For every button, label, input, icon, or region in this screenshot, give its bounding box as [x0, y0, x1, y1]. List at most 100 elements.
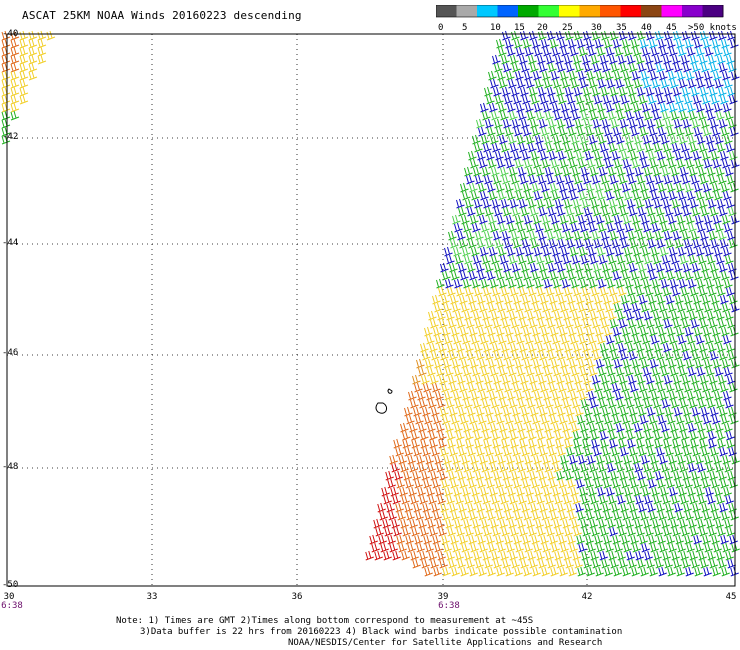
wind-barb	[619, 30, 628, 41]
wind-barb	[711, 238, 720, 249]
wind-barb	[713, 542, 722, 553]
wind-barb	[719, 62, 728, 73]
wind-barb	[595, 270, 604, 281]
wind-barb	[533, 158, 542, 169]
wind-barb	[453, 390, 462, 401]
wind-barb	[465, 438, 474, 449]
wind-barb	[685, 566, 694, 577]
wind-barb	[640, 270, 649, 281]
wind-barb	[425, 542, 434, 553]
wind-barb	[607, 366, 616, 377]
wind-barb	[657, 294, 666, 305]
wind-barb	[647, 446, 656, 457]
wind-barb	[628, 174, 637, 185]
wind-barb	[618, 342, 627, 353]
wind-barb	[610, 30, 619, 41]
wind-barb	[694, 510, 703, 521]
wind-barb	[465, 198, 474, 209]
wind-barb	[1, 46, 11, 57]
wind-barb	[510, 286, 519, 297]
wind-barb	[709, 558, 718, 569]
wind-barb	[541, 326, 550, 337]
wind-barb	[626, 254, 635, 265]
wind-barb	[475, 318, 484, 329]
lat-label: -42	[2, 132, 19, 142]
wind-barb	[462, 486, 471, 497]
wind-barb	[708, 438, 717, 449]
wind-barb	[670, 462, 679, 473]
wind-barb	[570, 486, 579, 497]
wind-barb	[704, 70, 713, 81]
wind-barb	[673, 230, 682, 241]
wind-barb	[521, 262, 530, 273]
wind-barb	[683, 350, 692, 361]
wind-barb	[697, 78, 706, 89]
wind-barb	[651, 102, 660, 113]
wind-barb	[636, 198, 645, 209]
wind-barb	[560, 70, 569, 81]
wind-barb	[623, 358, 632, 369]
wind-barb	[425, 454, 434, 465]
wind-barb	[421, 470, 430, 481]
wind-barb	[665, 502, 674, 513]
wind-barb	[583, 374, 592, 385]
wind-barb	[557, 206, 566, 217]
wind-barb	[545, 310, 554, 321]
wind-barb	[549, 150, 558, 161]
wind-barb	[643, 134, 652, 145]
wind-barb	[525, 190, 534, 201]
wind-barb	[518, 550, 527, 561]
wind-barb	[719, 502, 728, 513]
wind-barb	[626, 110, 635, 121]
wind-barb	[554, 110, 563, 121]
wind-barb	[501, 430, 510, 441]
wind-barb	[650, 454, 659, 465]
wind-barb	[483, 438, 492, 449]
wind-barb	[534, 334, 543, 345]
wind-barb	[704, 214, 713, 225]
wind-barb	[441, 294, 450, 305]
wind-barb	[554, 494, 563, 505]
wind-barb	[709, 470, 718, 481]
wind-barb	[655, 174, 664, 185]
wind-barb	[683, 502, 692, 513]
wind-barb	[711, 150, 720, 161]
wind-barb	[618, 286, 627, 297]
wind-barb	[543, 390, 552, 401]
wind-barb	[607, 278, 616, 289]
wind-barb	[537, 430, 546, 441]
wind-barb	[473, 494, 482, 505]
wind-barb	[699, 198, 708, 209]
wind-barb	[715, 518, 724, 529]
wind-barb	[660, 46, 669, 57]
wind-barb	[578, 158, 587, 169]
wind-barb	[455, 398, 464, 409]
wind-barb	[709, 230, 718, 241]
wind-barb	[659, 454, 668, 465]
wind-barb	[1, 118, 11, 129]
wind-barb	[572, 254, 581, 265]
wind-barb	[680, 110, 689, 121]
wind-barb	[714, 390, 723, 401]
wind-barb	[404, 446, 413, 457]
wind-barb	[433, 510, 442, 521]
wind-barb	[718, 174, 727, 185]
wind-barb	[722, 70, 731, 81]
wind-barb	[645, 198, 654, 209]
wind-barb	[531, 382, 540, 393]
wind-barb	[541, 126, 550, 137]
wind-barb	[625, 78, 634, 89]
wind-barb	[440, 406, 449, 417]
colorbar-swatch	[559, 5, 580, 17]
wind-barb	[613, 414, 622, 425]
wind-barb	[625, 278, 634, 289]
wind-barb	[499, 518, 508, 529]
wind-barb	[567, 94, 576, 105]
wind-barb	[659, 214, 668, 225]
wind-barb	[696, 334, 705, 345]
wind-barb	[517, 134, 526, 145]
wind-barb	[497, 454, 506, 465]
wind-barb	[612, 238, 621, 249]
wind-barb	[594, 478, 603, 489]
wind-barb	[631, 126, 640, 137]
